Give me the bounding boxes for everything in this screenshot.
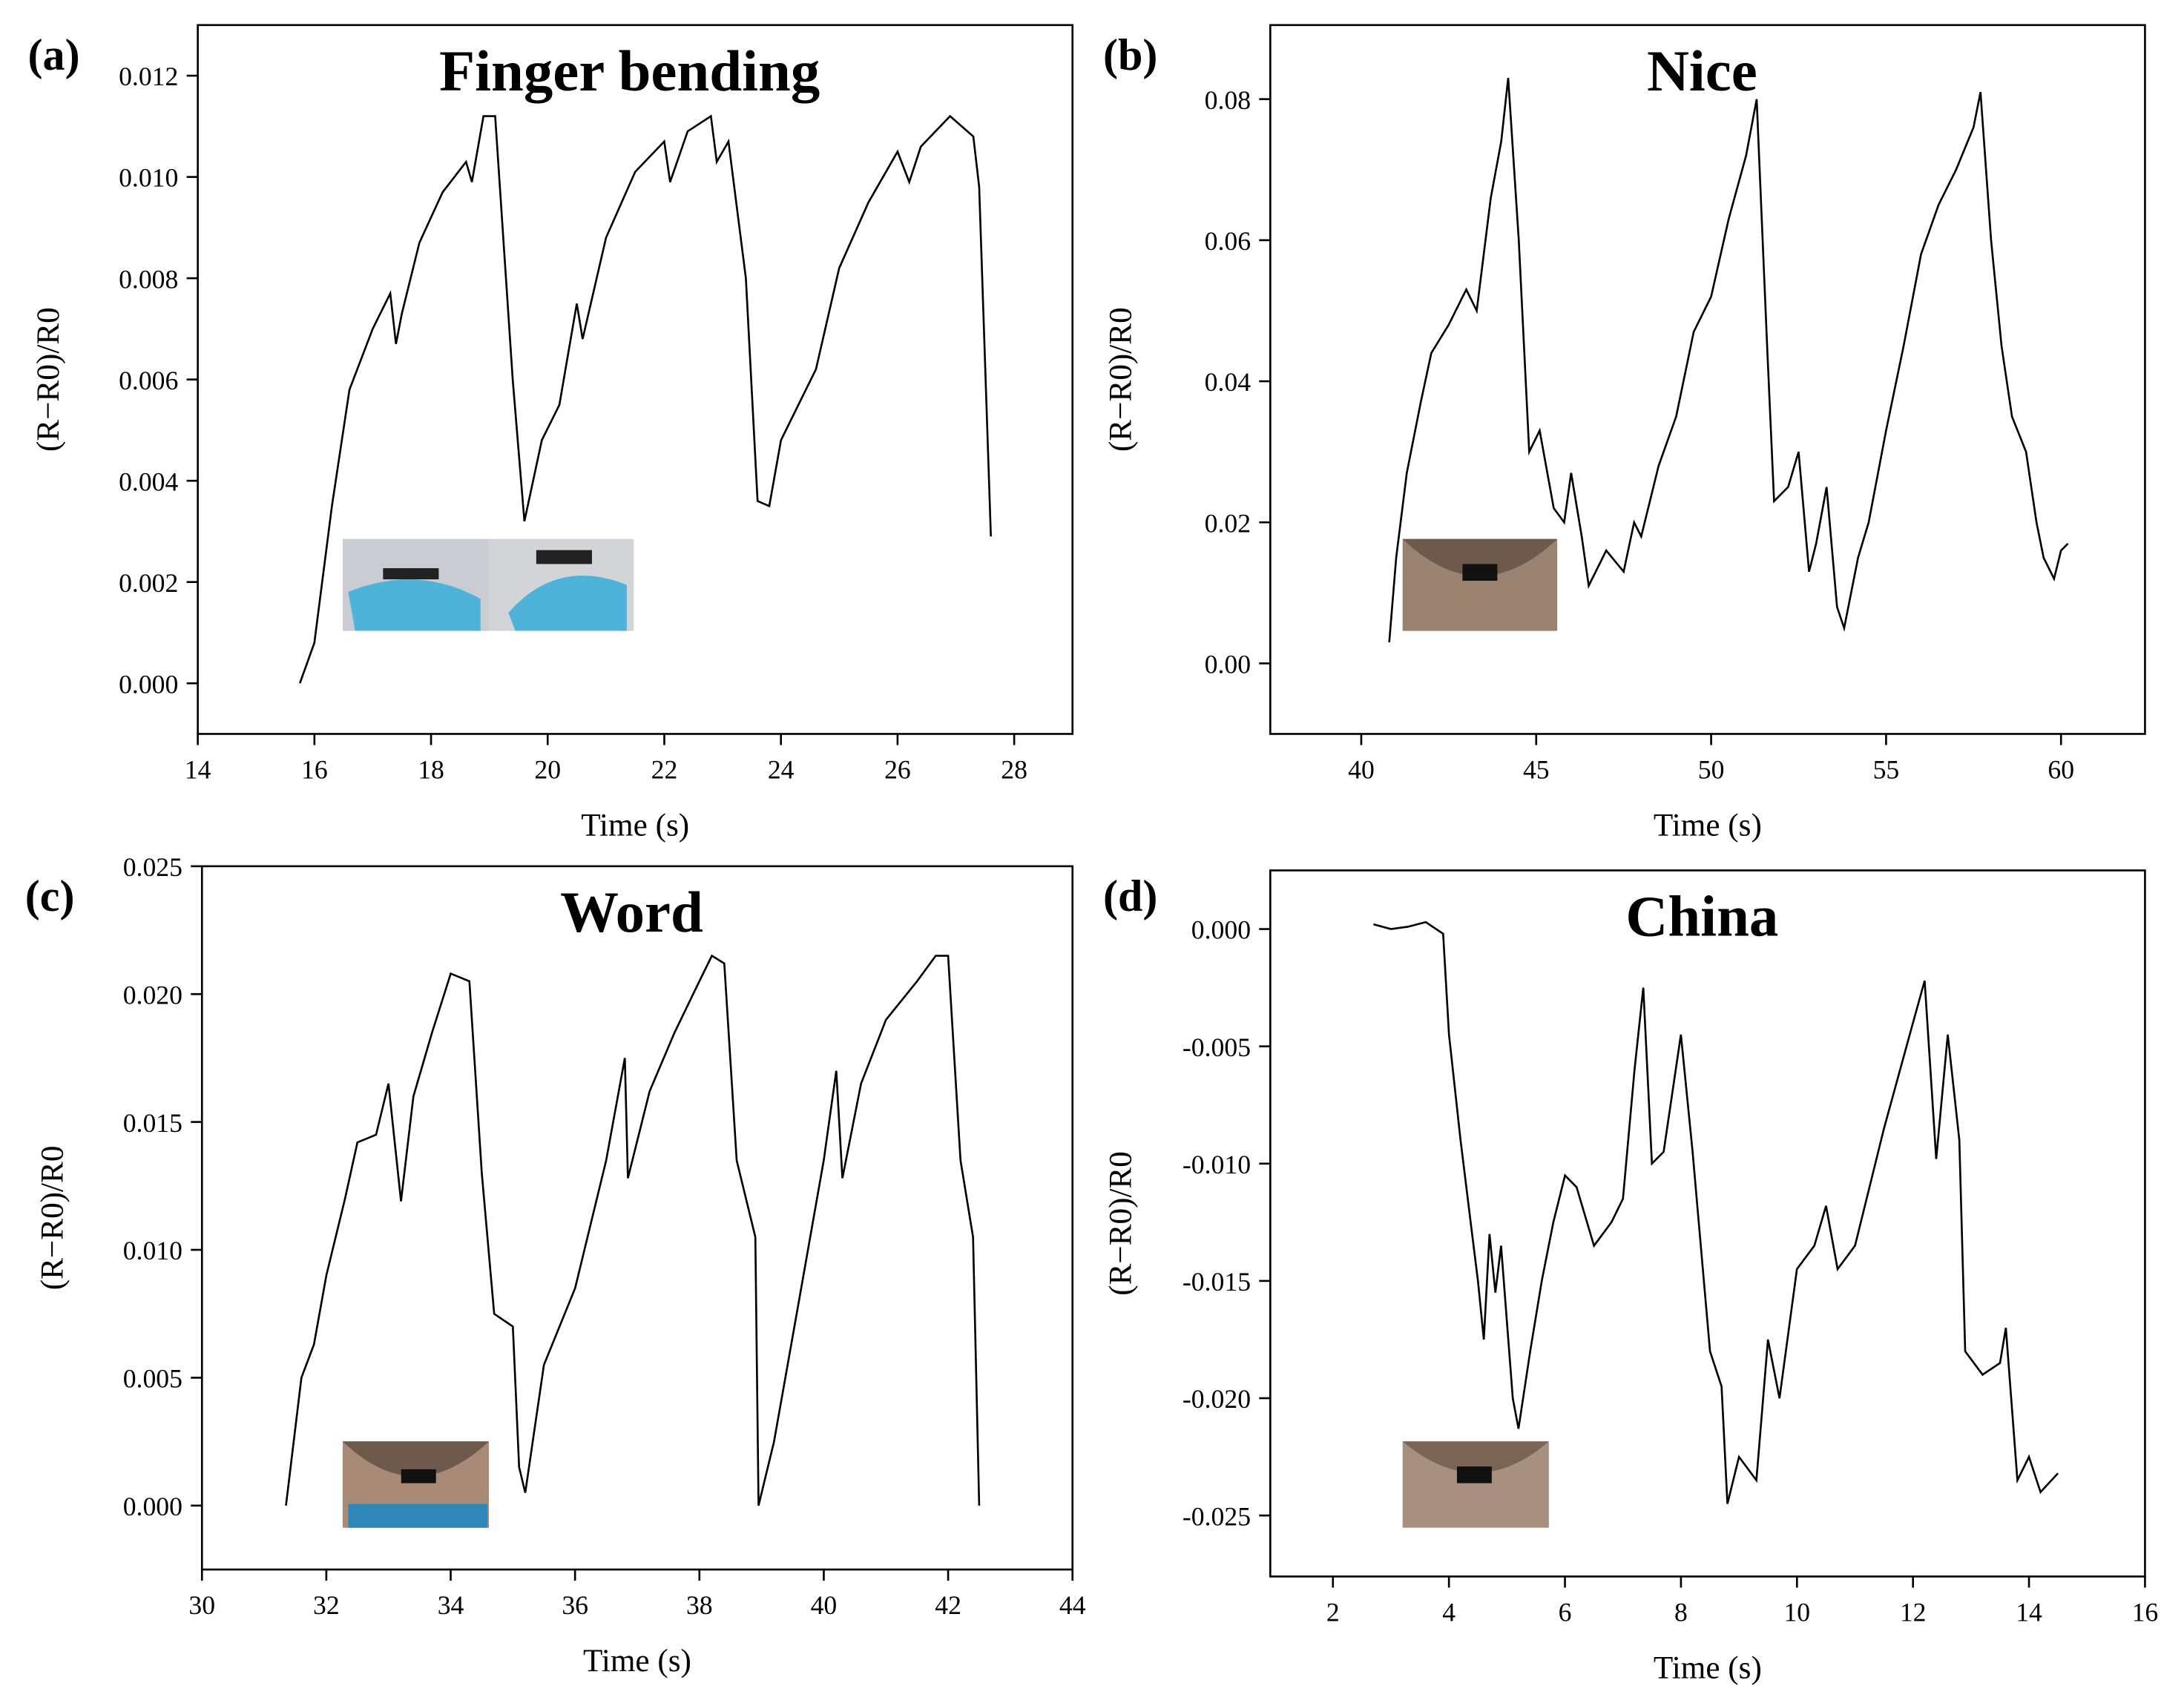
x-tick-label: 14 bbox=[2016, 1597, 2042, 1627]
x-tick-label: 55 bbox=[1873, 755, 1900, 785]
inset-photo bbox=[342, 1441, 490, 1528]
y-tick-label: 0.010 bbox=[123, 1236, 182, 1265]
x-tick-label: 10 bbox=[1783, 1597, 1810, 1627]
x-tick-label: 8 bbox=[1674, 1597, 1688, 1627]
x-tick-label: 34 bbox=[438, 1590, 464, 1620]
y-tick-label: -0.010 bbox=[1183, 1150, 1251, 1179]
data-line bbox=[298, 114, 993, 684]
x-tick-label: 50 bbox=[1698, 755, 1725, 785]
x-tick-label: 44 bbox=[1059, 1590, 1086, 1620]
plot-frame bbox=[1269, 24, 2146, 735]
y-axis-label: (R−R0)/R0 bbox=[35, 1146, 70, 1291]
x-tick-label: 16 bbox=[2132, 1597, 2159, 1627]
x-tick-label: 42 bbox=[935, 1590, 961, 1620]
inset-photo bbox=[1402, 539, 1558, 631]
chart-panel: 14 16 18 20 22 24 26 28 0.000 0.002 0.004 0.006 0.00… bbox=[28, 24, 1074, 843]
x-axis-label: Time (s) bbox=[583, 1644, 691, 1679]
x-tick-label: 24 bbox=[768, 755, 795, 785]
y-tick-label: 0.012 bbox=[119, 62, 178, 91]
y-tick-label: 0.08 bbox=[1205, 85, 1251, 115]
x-tick-label: 36 bbox=[562, 1590, 588, 1620]
y-tick-label: -0.020 bbox=[1183, 1384, 1251, 1414]
panel-label: (b) bbox=[1103, 30, 1157, 79]
data-line bbox=[1388, 77, 2069, 643]
x-tick-label: 16 bbox=[301, 755, 328, 785]
chart-title: China bbox=[1625, 885, 1778, 949]
y-tick-label: 0.020 bbox=[123, 980, 182, 1010]
y-tick-label: 0.010 bbox=[119, 163, 178, 193]
data-line bbox=[1373, 920, 2059, 1504]
y-axis-label: (R−R0)/R0 bbox=[1104, 307, 1139, 452]
plot-frame bbox=[1269, 869, 2146, 1578]
x-axis-label: Time (s) bbox=[581, 808, 689, 843]
plot-frame bbox=[200, 865, 1074, 1571]
x-tick-label: 38 bbox=[686, 1590, 713, 1620]
y-tick-label: 0.06 bbox=[1205, 226, 1251, 256]
x-tick-label: 26 bbox=[884, 755, 911, 785]
y-tick-label: 0.000 bbox=[119, 669, 178, 699]
chart-title: Nice bbox=[1647, 39, 1757, 104]
panel-label: (c) bbox=[25, 871, 75, 920]
x-tick-label: 12 bbox=[1900, 1597, 1927, 1627]
inset-photo bbox=[342, 539, 634, 631]
chart-title: Word bbox=[560, 880, 703, 945]
x-tick-label: 40 bbox=[1348, 755, 1375, 785]
y-tick-label: 0.005 bbox=[123, 1364, 182, 1394]
y-tick-label: -0.025 bbox=[1183, 1501, 1251, 1531]
chart-panel: 30 32 34 36 38 40 42 44 0.000 0.005 0.010 0.015 0.02… bbox=[25, 852, 1086, 1679]
y-tick-label: 0.000 bbox=[123, 1492, 182, 1521]
x-tick-label: 2 bbox=[1326, 1597, 1340, 1627]
y-tick-label: 0.02 bbox=[1205, 508, 1251, 538]
x-tick-label: 14 bbox=[185, 755, 211, 785]
y-tick-label: 0.025 bbox=[123, 852, 182, 882]
x-tick-label: 28 bbox=[1001, 755, 1027, 785]
y-tick-label: 0.04 bbox=[1205, 367, 1251, 397]
x-tick-label: 60 bbox=[2048, 755, 2074, 785]
data-line bbox=[285, 954, 981, 1506]
panel-label: (a) bbox=[28, 30, 80, 79]
panel-label: (d) bbox=[1103, 871, 1157, 920]
y-tick-label: -0.005 bbox=[1183, 1033, 1251, 1062]
y-axis-label: (R−R0)/R0 bbox=[31, 307, 66, 452]
y-tick-label: 0.008 bbox=[119, 264, 178, 294]
x-tick-label: 30 bbox=[188, 1590, 215, 1620]
y-tick-label: 0.000 bbox=[1191, 915, 1251, 945]
x-tick-label: 4 bbox=[1442, 1597, 1456, 1627]
y-tick-label: 0.006 bbox=[119, 366, 178, 395]
x-tick-label: 45 bbox=[1523, 755, 1550, 785]
x-axis-label: Time (s) bbox=[1654, 808, 1762, 843]
chart-panel: 40 45 50 55 60 0.00 0.02 0.04 0.06 0.08 Time (s) (R… bbox=[1103, 24, 2146, 843]
x-tick-label: 40 bbox=[811, 1590, 838, 1620]
x-tick-label: 6 bbox=[1559, 1597, 1572, 1627]
y-tick-label: 0.004 bbox=[119, 467, 178, 496]
y-tick-label: 0.00 bbox=[1205, 650, 1251, 679]
chart-panel: 2 4 6 8 10 12 14 16 0.000 -0.005 -0.010 -0.015 -0.02… bbox=[1103, 869, 2159, 1685]
y-tick-label: 0.002 bbox=[119, 568, 178, 598]
y-axis-label: (R−R0)/R0 bbox=[1104, 1151, 1139, 1296]
x-tick-label: 20 bbox=[534, 755, 561, 785]
inset-photo bbox=[1402, 1441, 1549, 1528]
x-tick-label: 18 bbox=[418, 755, 444, 785]
x-axis-label: Time (s) bbox=[1654, 1650, 1762, 1685]
y-tick-label: -0.015 bbox=[1183, 1267, 1251, 1297]
y-tick-label: 0.015 bbox=[123, 1108, 182, 1138]
x-tick-label: 22 bbox=[651, 755, 678, 785]
chart-title: Finger bending bbox=[439, 39, 820, 104]
x-tick-label: 32 bbox=[313, 1590, 340, 1620]
plot-frame bbox=[197, 24, 1074, 735]
